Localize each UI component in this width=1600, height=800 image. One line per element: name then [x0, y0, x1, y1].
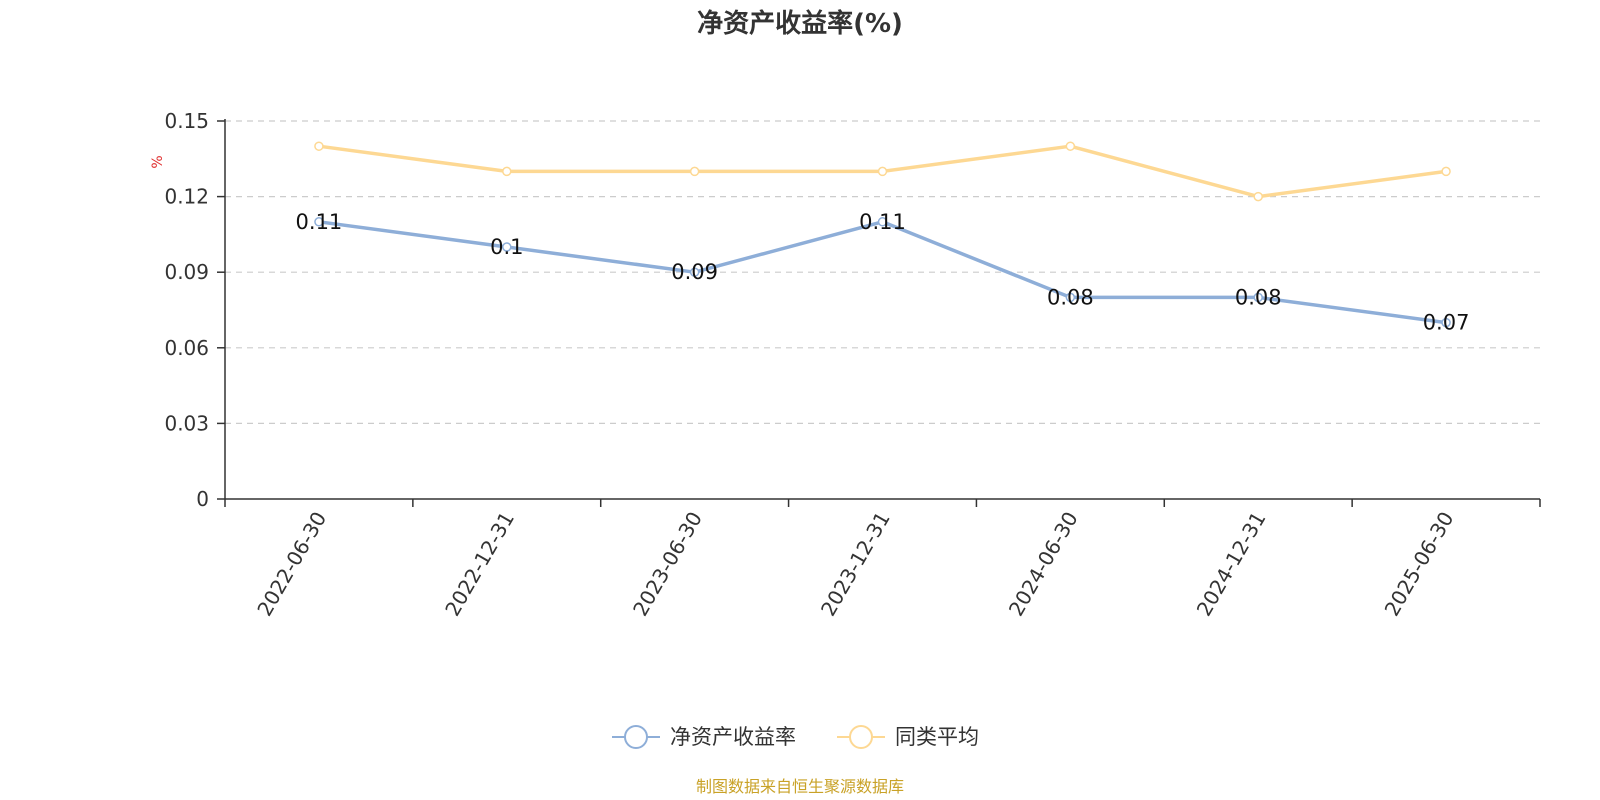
data-point-0	[1253, 292, 1263, 303]
data-label: 0.08	[1047, 285, 1094, 309]
data-point-0	[1441, 317, 1451, 328]
x-tick-label: 2024-12-31	[1192, 508, 1271, 621]
data-point-1	[877, 166, 888, 177]
legend-item-0[interactable]: 净资产收益率	[612, 725, 796, 749]
x-tick-label: 2023-06-30	[628, 508, 707, 621]
legend-label: 同类平均	[895, 725, 979, 749]
x-tick-label: 2022-12-31	[440, 508, 519, 621]
x-axis: 2022-06-30 2022-12-31 2023-06-30 2023-12-31…	[224, 498, 1541, 621]
y-tick-label: 0	[196, 487, 209, 511]
y-tick-label: 0.03	[164, 411, 209, 435]
x-tick-label: 2022-06-30	[252, 508, 331, 621]
data-point-1	[502, 166, 512, 177]
data-label: 0.07	[1423, 311, 1470, 335]
legend-label: 净资产收益率	[670, 725, 796, 749]
data-point-1	[1065, 141, 1076, 151]
data-point-0	[502, 242, 512, 252]
data-point-0	[314, 217, 324, 227]
legend-swatch-circle	[624, 725, 648, 749]
data-point-1	[1253, 191, 1263, 202]
data-point-1	[314, 141, 324, 151]
data-labels: 0.11 0.1 0.09 0.11 0.08 0.08 0.07	[296, 210, 1470, 335]
y-tick-label: 0.15	[164, 109, 209, 133]
data-label: 0.1	[490, 235, 523, 259]
y-axis: 0 0.03 0.06 0.09 0.12 0.15	[164, 109, 226, 511]
legend-swatch-circle	[849, 725, 873, 749]
x-tick-label: 2024-06-30	[1004, 508, 1083, 621]
data-label: 0.11	[296, 210, 343, 234]
data-point-1	[1441, 166, 1451, 177]
y-tick-label: 0.09	[164, 260, 209, 284]
chart-title: 净资产收益率(%)	[697, 8, 903, 39]
data-point-0	[689, 267, 700, 277]
legend-item-1[interactable]: 同类平均	[837, 725, 979, 749]
data-label: 0.09	[671, 260, 718, 284]
x-tick-label: 2025-06-30	[1379, 508, 1458, 621]
data-label: 0.11	[859, 210, 906, 234]
data-point-0	[1065, 292, 1076, 303]
grid-lines	[225, 120, 1540, 424]
data-label: 0.08	[1235, 285, 1282, 309]
y-axis-unit-label: %	[150, 155, 166, 168]
data-point-1	[689, 166, 700, 177]
data-point-0	[877, 217, 888, 227]
y-tick-label: 0.06	[164, 336, 209, 360]
series-layer	[314, 141, 1451, 328]
source-note: 制图数据来自恒生聚源数据库	[696, 777, 904, 796]
legend[interactable]: 净资产收益率 同类平均	[612, 725, 979, 749]
x-tick-label: 2023-12-31	[816, 508, 895, 621]
y-tick-label: 0.12	[164, 185, 209, 209]
